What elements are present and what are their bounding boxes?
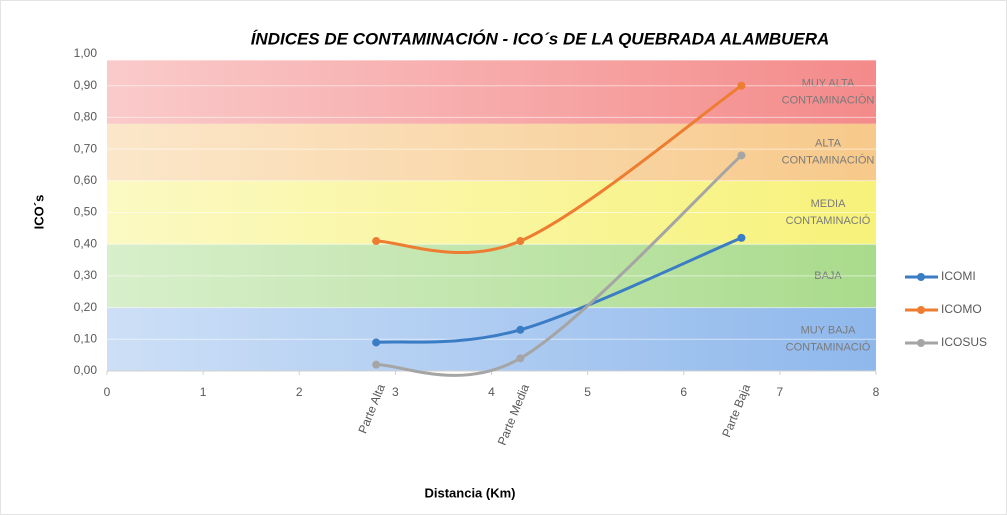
legend-label: ICOMI [941, 269, 976, 283]
x-tick-label: 2 [296, 385, 303, 399]
series-line [376, 236, 743, 344]
legend-marker [917, 306, 925, 314]
data-point [516, 354, 525, 363]
data-point [372, 338, 381, 347]
x-tick-label: 7 [777, 385, 784, 399]
band-label: CONTAMINACIÓ [786, 214, 871, 227]
x-tick-label: 3 [392, 385, 399, 399]
legend-label: ICOSUS [941, 335, 987, 349]
x-tick-label: 5 [584, 385, 591, 399]
data-point [372, 237, 381, 246]
x-tick-label: 6 [680, 385, 687, 399]
data-point [516, 325, 525, 334]
y-tick-label: 0,60 [74, 173, 98, 187]
data-point [737, 151, 746, 160]
band [107, 60, 876, 124]
chart-title: ÍNDICES DE CONTAMINACIÓN - ICO´s DE LA Q… [251, 29, 830, 48]
band [107, 123, 876, 181]
legend-marker [917, 273, 925, 281]
series-line [376, 84, 743, 254]
band-label: CONTAMINACIÓ [786, 341, 871, 354]
data-point [737, 81, 746, 90]
series-line [376, 154, 743, 377]
y-tick-label: 0,40 [74, 236, 98, 250]
y-tick-label: 0,70 [74, 141, 98, 155]
y-tick-label: 0,90 [74, 78, 98, 92]
data-point [372, 360, 381, 369]
x-tick-label: 1 [200, 385, 207, 399]
band-label: CONTAMINACIÓN [782, 154, 875, 167]
y-tick-label: 0,20 [74, 300, 98, 314]
data-point [516, 237, 525, 246]
y-tick-label: 0,80 [74, 110, 98, 124]
x-tick-label: 8 [873, 385, 880, 399]
y-axis-label: ICO´s [31, 195, 46, 230]
y-tick-label: 0,10 [74, 331, 98, 345]
legend-marker [917, 339, 925, 347]
band-label: MEDIA [811, 198, 847, 210]
band-label: ALTA [815, 138, 842, 150]
x-tick-label: 4 [488, 385, 495, 399]
y-tick-label: 0,30 [74, 268, 98, 282]
band-label: MUY ALTA [802, 77, 855, 89]
data-point [737, 233, 746, 242]
y-tick-label: 1,00 [74, 46, 98, 60]
x-tick-label: 0 [104, 385, 111, 399]
band-label: MUY BAJA [801, 325, 856, 337]
legend-label: ICOMO [941, 302, 982, 316]
x-axis-label: Distancia (Km) [424, 485, 515, 500]
y-tick-label: 0,50 [74, 205, 98, 219]
band-label: CONTAMINACIÓN [782, 93, 875, 106]
y-tick-label: 0,00 [74, 363, 98, 377]
